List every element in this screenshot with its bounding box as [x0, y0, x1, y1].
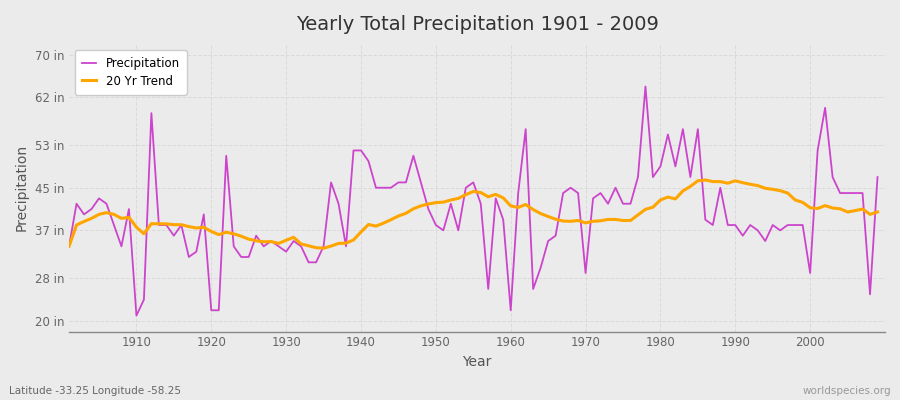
Precipitation [340, 244, 351, 249]
20 Yr Trend [319, 246, 329, 251]
Precipitation [872, 175, 883, 180]
20 Yr Trend [64, 244, 75, 249]
Text: worldspecies.org: worldspecies.org [803, 386, 891, 396]
20 Yr Trend [513, 205, 524, 210]
Precipitation [513, 191, 524, 196]
Y-axis label: Precipitation: Precipitation [15, 144, 29, 231]
Precipitation [505, 308, 516, 313]
20 Yr Trend [700, 178, 711, 182]
Precipitation [603, 201, 614, 206]
Text: Latitude -33.25 Longitude -58.25: Latitude -33.25 Longitude -58.25 [9, 386, 181, 396]
Line: 20 Yr Trend: 20 Yr Trend [69, 180, 878, 248]
20 Yr Trend [123, 215, 134, 220]
Precipitation [123, 207, 134, 212]
20 Yr Trend [603, 217, 614, 222]
Precipitation [64, 244, 75, 249]
Precipitation [131, 313, 142, 318]
Line: Precipitation: Precipitation [69, 86, 878, 316]
X-axis label: Year: Year [463, 355, 491, 369]
20 Yr Trend [340, 241, 351, 246]
20 Yr Trend [505, 204, 516, 208]
Precipitation [640, 84, 651, 89]
Title: Yearly Total Precipitation 1901 - 2009: Yearly Total Precipitation 1901 - 2009 [295, 15, 659, 34]
Legend: Precipitation, 20 Yr Trend: Precipitation, 20 Yr Trend [75, 50, 187, 95]
Precipitation [296, 244, 307, 249]
20 Yr Trend [872, 210, 883, 214]
20 Yr Trend [288, 235, 299, 240]
